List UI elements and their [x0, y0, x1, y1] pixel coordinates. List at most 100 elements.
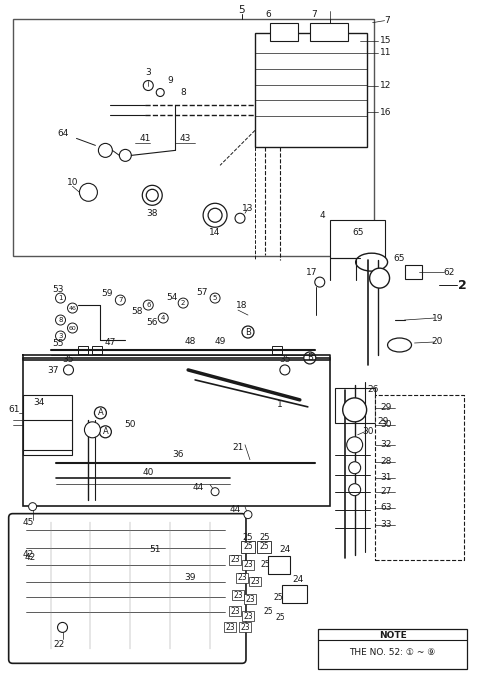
Text: 26: 26 [367, 385, 378, 395]
Text: 25: 25 [243, 542, 253, 551]
Text: 23: 23 [230, 607, 240, 616]
Text: 2: 2 [181, 300, 185, 306]
Bar [268, 555, 290, 574]
Text: 12: 12 [380, 81, 391, 90]
Text: B: B [245, 327, 251, 336]
Text: 1: 1 [58, 295, 63, 301]
Circle shape [348, 483, 360, 496]
Text: 30: 30 [380, 420, 392, 429]
Circle shape [203, 203, 227, 227]
Bar [12, 19, 373, 256]
Text: 1: 1 [277, 401, 283, 410]
Text: 59: 59 [102, 289, 113, 298]
Text: 23: 23 [233, 591, 243, 600]
Text: 6: 6 [265, 10, 271, 19]
Text: 49: 49 [215, 338, 226, 346]
Bar [405, 265, 422, 279]
Text: 25: 25 [273, 593, 283, 602]
Bar [229, 555, 241, 565]
Circle shape [29, 502, 36, 511]
Text: 36: 36 [172, 450, 184, 459]
Text: 55: 55 [53, 340, 64, 348]
Bar [257, 540, 271, 553]
Text: 18: 18 [236, 300, 248, 310]
Bar [335, 388, 374, 423]
Text: 53: 53 [53, 285, 64, 294]
Bar [239, 622, 251, 633]
Text: 5: 5 [213, 295, 217, 301]
Text: 11: 11 [380, 48, 391, 57]
Text: 25: 25 [243, 533, 253, 542]
Text: 25: 25 [263, 607, 273, 616]
Bar [282, 586, 307, 603]
Circle shape [146, 189, 158, 201]
Text: A: A [97, 408, 103, 418]
Text: 23: 23 [243, 612, 253, 621]
Text: 25: 25 [260, 533, 270, 542]
Text: 45: 45 [23, 518, 34, 527]
Circle shape [56, 293, 65, 303]
Text: 6: 6 [146, 302, 151, 308]
Text: 24: 24 [279, 545, 290, 554]
Text: 37: 37 [47, 366, 58, 376]
Bar [236, 572, 248, 582]
Bar [23, 420, 72, 450]
Text: 65: 65 [352, 228, 363, 237]
Bar [310, 22, 348, 41]
Text: 42: 42 [23, 550, 34, 559]
Circle shape [115, 295, 125, 305]
Text: 16: 16 [380, 108, 391, 117]
Text: 23: 23 [230, 555, 240, 564]
Circle shape [315, 277, 325, 287]
Text: 25: 25 [260, 560, 270, 569]
Text: 4: 4 [161, 315, 166, 321]
Bar [242, 559, 254, 570]
Text: 23: 23 [237, 573, 247, 582]
Text: 27: 27 [380, 487, 392, 496]
Text: 24: 24 [292, 575, 303, 584]
Text: 47: 47 [105, 338, 116, 348]
Text: 58: 58 [132, 306, 143, 315]
Text: 13: 13 [242, 204, 254, 213]
Text: 23: 23 [225, 623, 235, 632]
Text: 28: 28 [380, 457, 392, 466]
Text: 51: 51 [149, 545, 161, 554]
Text: 7: 7 [311, 10, 317, 19]
Text: 57: 57 [196, 287, 208, 296]
Bar [318, 629, 468, 669]
Text: 33: 33 [380, 520, 392, 529]
Text: B: B [307, 353, 313, 363]
Bar [241, 540, 255, 553]
Bar [242, 612, 254, 622]
Text: 5: 5 [239, 5, 245, 15]
Text: 54: 54 [167, 293, 178, 302]
Text: 39: 39 [184, 573, 196, 582]
Text: 48: 48 [184, 338, 196, 346]
Text: 65: 65 [394, 254, 405, 262]
Bar [78, 346, 88, 354]
Circle shape [80, 183, 97, 201]
Circle shape [304, 352, 316, 364]
Text: 44: 44 [192, 483, 204, 492]
Bar [23, 358, 330, 506]
Circle shape [144, 81, 153, 90]
Circle shape [244, 511, 252, 519]
Text: 2: 2 [458, 279, 467, 292]
Text: 8: 8 [180, 88, 186, 97]
Circle shape [210, 293, 220, 303]
Circle shape [235, 214, 245, 223]
Text: 44: 44 [229, 505, 240, 514]
Circle shape [68, 323, 77, 333]
Circle shape [99, 426, 111, 438]
Text: 7: 7 [118, 297, 122, 303]
Text: 29: 29 [380, 403, 392, 412]
Ellipse shape [387, 338, 411, 352]
Circle shape [142, 185, 162, 205]
Text: 29: 29 [377, 418, 388, 426]
Circle shape [95, 407, 107, 419]
Circle shape [178, 298, 188, 308]
Circle shape [242, 326, 254, 338]
Text: 9: 9 [168, 76, 173, 85]
Circle shape [120, 149, 132, 161]
Text: A: A [103, 427, 108, 437]
